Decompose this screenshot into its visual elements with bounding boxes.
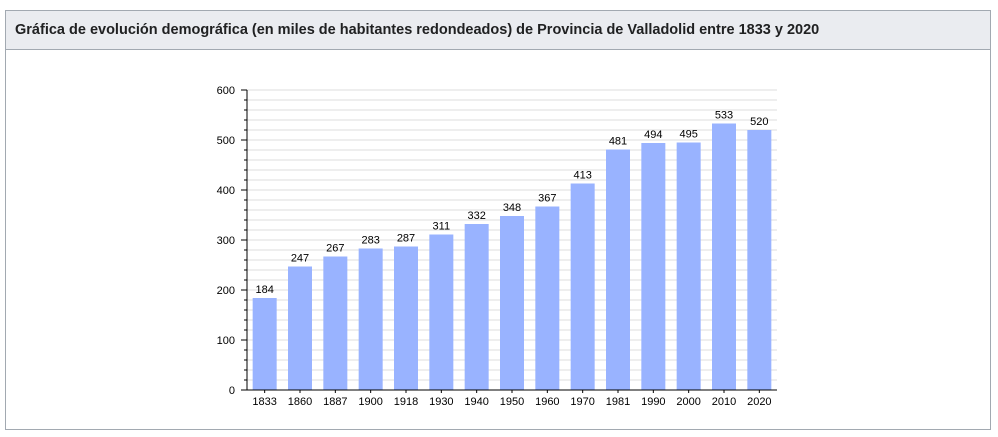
data-label-1950: 348 [503,202,521,214]
y-tick-label-200: 200 [217,285,235,297]
data-label-2010: 533 [715,110,733,122]
bar-1930 [429,234,454,390]
x-tick-label-2010: 2010 [712,396,736,408]
data-label-1918: 287 [397,233,415,245]
data-label-2000: 495 [679,129,697,141]
bar-1970 [570,183,595,390]
bar-2010 [712,123,736,390]
x-tick-label-1960: 1960 [535,396,559,408]
bar-1887 [323,256,348,390]
x-tick-label-1860: 1860 [288,396,312,408]
x-tick-label-1918: 1918 [394,396,418,408]
y-tick-label-300: 300 [217,235,235,247]
bar-1990 [641,143,666,390]
x-tick-label-1930: 1930 [429,396,453,408]
data-label-1887: 267 [326,243,344,255]
y-axis-ticks: 0 100 200 300 400 500 600 [217,85,235,397]
data-label-1970: 413 [573,170,591,182]
y-tick-label-100: 100 [217,335,235,347]
data-label-1930: 311 [433,221,451,233]
bar-1900 [358,248,383,390]
y-tick-label-0: 0 [229,385,235,397]
bar-1833 [252,298,277,390]
data-label-1981: 481 [609,136,627,148]
x-axis-ticks: 1833 1860 1887 1900 1918 1930 1940 1950 1960 1970… [252,396,771,408]
x-tick-label-1940: 1940 [464,396,488,408]
bar-1960 [535,206,560,390]
bar-1940 [464,224,489,390]
y-tick-label-500: 500 [217,135,235,147]
x-tick-label-1950: 1950 [500,396,524,408]
x-tick-label-2000: 2000 [676,396,700,408]
x-tick-label-1970: 1970 [570,396,594,408]
data-label-1940: 332 [467,210,485,222]
data-label-1900: 283 [361,235,379,247]
bars [252,123,772,390]
x-tick-label-1900: 1900 [358,396,382,408]
bar-1981 [606,149,630,390]
x-tick-label-1887: 1887 [323,396,347,408]
y-tick-label-400: 400 [217,185,235,197]
data-label-1990: 494 [644,129,662,141]
data-label-2020: 520 [750,116,768,128]
data-label-1833: 184 [255,284,273,296]
x-tick-label-1990: 1990 [641,396,665,408]
bar-1860 [288,266,312,390]
bar-2020 [747,130,772,390]
data-labels: 184 247 267 283 287 311 332 348 367 413 481 494 495 5… [255,110,768,297]
bar-1950 [500,216,524,390]
data-label-1860: 247 [291,253,309,265]
y-tick-label-600: 600 [217,85,235,97]
x-tick-label-2020: 2020 [747,396,771,408]
data-label-1960: 367 [538,193,556,205]
x-tick-label-1981: 1981 [606,396,630,408]
bar-2000 [676,142,701,390]
bar-1918 [394,246,418,390]
axes [241,89,777,393]
chart-caption: Gráfica de evolución demográfica (en mil… [6,11,990,50]
x-tick-label-1833: 1833 [252,396,276,408]
